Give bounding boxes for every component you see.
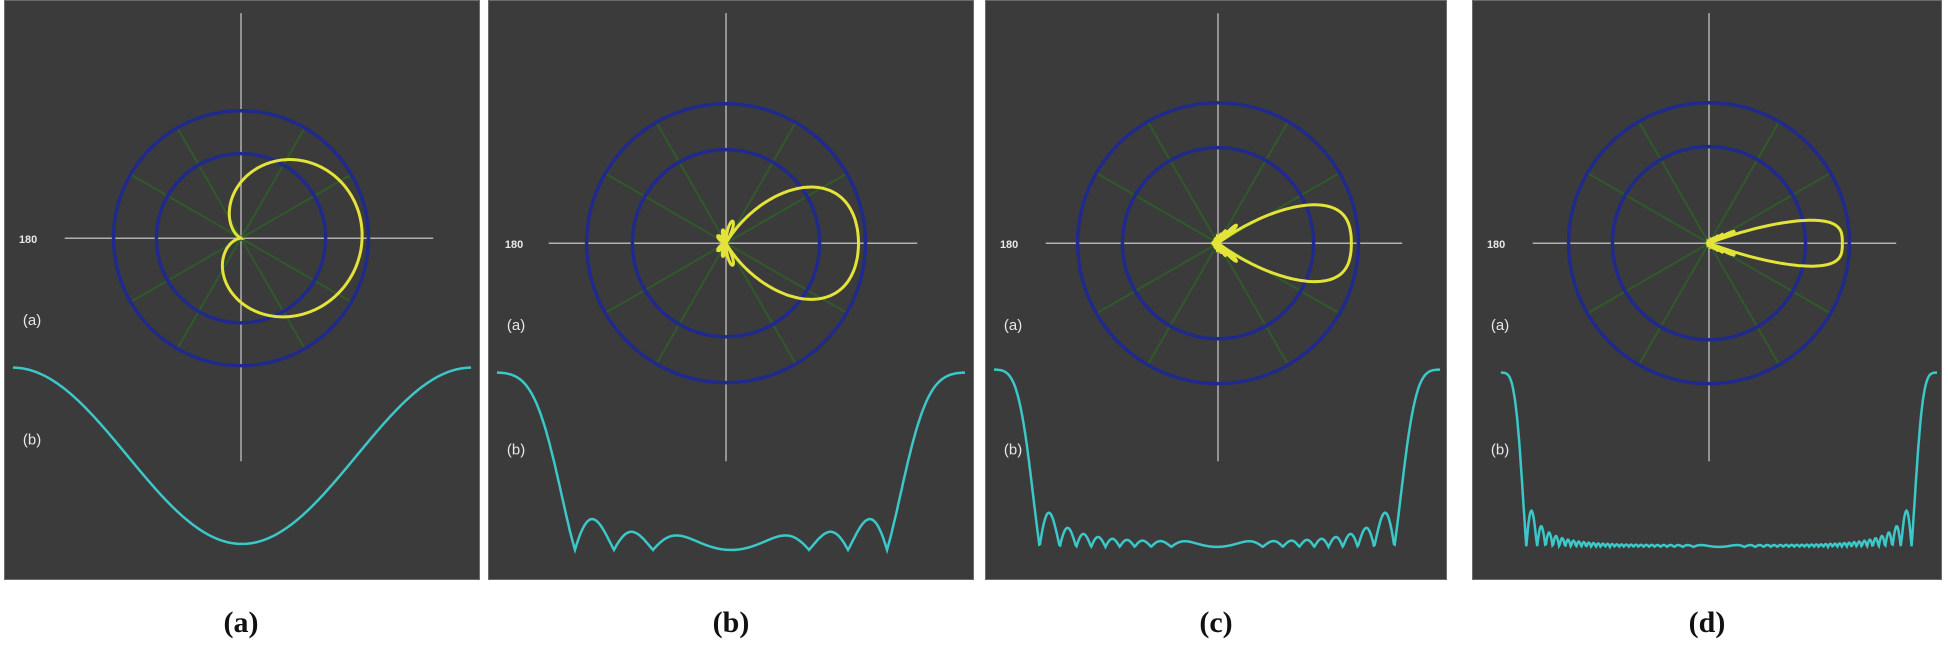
linear-label: (b) <box>507 441 525 458</box>
polar-grid <box>1075 101 1361 386</box>
grid-spoke <box>1146 121 1219 244</box>
caption-c: (c) <box>1199 606 1233 639</box>
grid-spoke <box>130 237 242 303</box>
grid-spoke <box>1146 242 1219 366</box>
polar-pattern <box>220 158 364 319</box>
polar-pattern <box>716 185 860 301</box>
linear-pattern <box>12 366 472 546</box>
linear-pattern <box>496 371 966 555</box>
grid-spoke <box>655 121 727 244</box>
grid-spoke <box>1217 121 1290 244</box>
panel-c-plot: 180 (a) (b) <box>993 13 1441 550</box>
caption-a: (a) <box>223 606 259 639</box>
grid-spoke <box>1217 242 1290 366</box>
grid-spoke <box>1586 172 1710 245</box>
polar-label: (a) <box>1491 317 1509 334</box>
axis-label-180: 180 <box>19 234 37 246</box>
grid-spoke <box>1586 242 1710 315</box>
grid-spoke <box>1095 172 1219 245</box>
axes <box>1532 13 1897 462</box>
polar-pattern <box>1706 218 1844 268</box>
polar-label: (a) <box>507 317 525 334</box>
linear-label: (b) <box>23 431 41 448</box>
grid-spoke <box>725 242 848 314</box>
axis-label-180: 180 <box>1487 239 1505 251</box>
polar-label: (a) <box>1004 317 1022 334</box>
linear-label: (b) <box>1004 441 1022 458</box>
inner-ring <box>630 147 822 339</box>
grid-spoke <box>725 242 797 365</box>
grid-spoke <box>240 237 306 350</box>
panel-a: 180 (a) (b) <box>4 0 480 580</box>
grid-spoke <box>1708 242 1781 366</box>
outer-ring <box>1566 101 1852 386</box>
grid-spoke <box>604 172 727 245</box>
outer-ring <box>111 109 371 368</box>
axes <box>64 13 434 462</box>
grid-spoke <box>176 237 242 350</box>
inner-ring <box>1120 145 1316 341</box>
grid-spoke <box>1637 242 1710 366</box>
panel-d: 180 (a) (b) <box>1472 0 1942 580</box>
linear-label: (b) <box>1491 441 1509 458</box>
grid-spoke <box>725 172 848 245</box>
panel-a-plot: 180 (a) (b) <box>12 13 472 546</box>
grid-spoke <box>655 242 727 365</box>
polar-grid <box>1566 101 1852 386</box>
polar-grid <box>584 102 868 385</box>
linear-pattern <box>993 368 1441 550</box>
inner-ring <box>154 151 328 325</box>
grid-spoke <box>1095 242 1219 315</box>
inner-ring <box>1610 144 1808 342</box>
panel-b-plot: 180 (a) (b) <box>496 13 966 555</box>
panel-b: 180 (a) (b) <box>488 0 974 580</box>
grid-spoke <box>240 237 352 303</box>
polar-label: (a) <box>23 312 41 329</box>
caption-d: (d) <box>1688 606 1726 639</box>
polar-grid <box>111 109 371 368</box>
grid-spoke <box>1637 121 1710 244</box>
outer-ring <box>1075 101 1361 386</box>
grid-spoke <box>240 173 352 240</box>
panel-d-plot: 180 (a) (b) <box>1487 13 1938 550</box>
grid-spoke <box>240 127 306 239</box>
polar-pattern <box>1210 203 1353 284</box>
panel-c: 180 (a) (b) <box>985 0 1447 580</box>
grid-spoke <box>604 242 727 314</box>
axis-label-180: 180 <box>505 239 523 251</box>
grid-spoke <box>1708 121 1781 244</box>
caption-b: (b) <box>712 606 750 639</box>
linear-pattern <box>1500 371 1938 550</box>
grid-spoke <box>725 121 797 244</box>
axis-label-180: 180 <box>1000 239 1018 251</box>
grid-spoke <box>130 173 242 240</box>
outer-ring <box>584 102 868 385</box>
axes <box>548 13 918 462</box>
